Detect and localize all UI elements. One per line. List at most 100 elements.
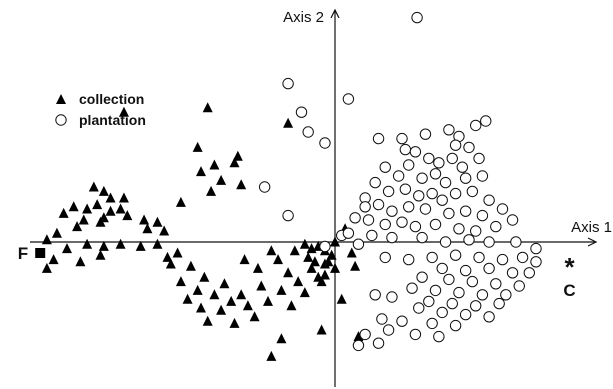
- collection-point-88: [346, 247, 357, 258]
- collection-point-65: [283, 267, 294, 278]
- collection-point-78: [299, 238, 310, 249]
- plantation-point-22: [403, 159, 415, 171]
- plantation-point-12: [372, 132, 385, 145]
- collection-point-90: [336, 293, 347, 304]
- plantation-point-47: [403, 201, 415, 213]
- plantation-point-76: [473, 251, 485, 264]
- collection-point-3: [192, 141, 203, 152]
- collection-point-52: [236, 289, 247, 300]
- collection-point-24: [78, 214, 89, 225]
- plantation-point-69: [483, 236, 495, 248]
- collection-point-74: [316, 276, 327, 287]
- collection-point-38: [152, 238, 163, 249]
- collection-point-40: [75, 256, 86, 267]
- plantation-point-66: [416, 231, 428, 244]
- plantation-point-89: [513, 280, 525, 292]
- collection-point-25: [95, 216, 106, 227]
- legend-label-plantation: plantation: [79, 112, 146, 128]
- collection-point-57: [202, 315, 213, 326]
- plantation-point-105: [376, 313, 388, 325]
- plantation-point-96: [386, 291, 398, 303]
- collection-point-54: [196, 302, 206, 313]
- plantation-point-27: [473, 152, 485, 165]
- plantation-point-80: [436, 262, 448, 275]
- collection-point-42: [41, 262, 52, 273]
- plantation-point-71: [352, 238, 365, 250]
- pole-marker-c: *: [564, 252, 575, 282]
- plantation-point-64: [366, 229, 378, 242]
- collection-point-53: [226, 295, 237, 306]
- plantation-point-91: [429, 284, 442, 297]
- plantation-point-11: [319, 240, 331, 253]
- plantation-point-48: [419, 203, 432, 215]
- plantation-point-17: [470, 119, 482, 132]
- collection-point-11: [175, 196, 186, 207]
- collection-point-35: [98, 240, 109, 251]
- pole-label-f: F: [18, 244, 28, 263]
- plantation-point-49: [443, 207, 455, 220]
- collection-point-83: [330, 262, 340, 273]
- plantation-point-81: [459, 264, 472, 277]
- collection-point-85: [309, 256, 320, 267]
- collection-point-51: [182, 293, 193, 304]
- collection-point-64: [273, 254, 284, 265]
- collection-point-16: [82, 203, 93, 214]
- collection-point-34: [82, 238, 93, 249]
- plantation-point-90: [406, 282, 418, 294]
- plantation-point-34: [476, 170, 489, 182]
- collection-point-50: [209, 289, 220, 300]
- plantation-point-28: [379, 161, 391, 173]
- plantation-point-51: [476, 209, 489, 222]
- plantation-point-24: [433, 157, 445, 169]
- plantation-point-50: [459, 205, 472, 217]
- plantation-point-112: [433, 330, 445, 343]
- collection-point-60: [239, 254, 250, 265]
- plantation-point-107: [426, 317, 438, 330]
- plantation-point-110: [382, 324, 395, 336]
- plantation-point-35: [369, 176, 381, 189]
- poles-layer: F C*: [18, 244, 576, 300]
- collection-point-56: [242, 300, 253, 311]
- collection-point-95: [266, 350, 277, 361]
- plantation-point-61: [470, 225, 482, 237]
- plantation-point-73: [403, 253, 415, 266]
- plantation-point-54: [349, 212, 361, 224]
- plantation-point-53: [506, 214, 519, 226]
- plantation-point-115: [530, 242, 542, 255]
- x-axis-label: Axis 1: [571, 219, 612, 236]
- collection-point-36: [115, 238, 126, 249]
- plantation-point-62: [490, 220, 502, 233]
- plantation-point-113: [352, 339, 365, 352]
- plantation-point-103: [459, 308, 472, 321]
- plantation-point-30: [416, 172, 428, 184]
- plantation-point-42: [466, 185, 479, 198]
- plantation-point-18: [480, 115, 492, 127]
- plantation-point-98: [446, 297, 458, 310]
- plantation-point-72: [379, 251, 391, 264]
- collection-point-29: [51, 227, 62, 238]
- plantation-point-108: [449, 319, 462, 332]
- collection-point-93: [276, 333, 287, 344]
- collection-point-41: [95, 249, 106, 260]
- plantation-point-100: [493, 297, 505, 310]
- pole-label-c: C: [563, 281, 575, 300]
- plantation-point-58: [409, 220, 422, 233]
- plantation-point-31: [429, 168, 442, 180]
- collection-point-91: [330, 236, 340, 247]
- plantation-point-43: [483, 194, 495, 206]
- plantation-point-55: [362, 214, 375, 226]
- collection-point-75: [266, 245, 277, 256]
- plantation-point-114: [372, 337, 385, 349]
- collection-point-37: [135, 240, 146, 251]
- plantation-point-104: [483, 311, 495, 323]
- plantation-point-84: [523, 267, 535, 279]
- collection-point-39: [48, 254, 59, 265]
- collection-point-62: [256, 280, 267, 291]
- plantation-point-75: [449, 249, 462, 261]
- collection-point-5: [229, 157, 240, 168]
- collection-point-63: [263, 295, 273, 306]
- plantation-point-46: [386, 205, 398, 217]
- plantation-point-38: [413, 190, 425, 202]
- plantation-point-97: [423, 295, 435, 308]
- plantation-point-44: [359, 201, 371, 213]
